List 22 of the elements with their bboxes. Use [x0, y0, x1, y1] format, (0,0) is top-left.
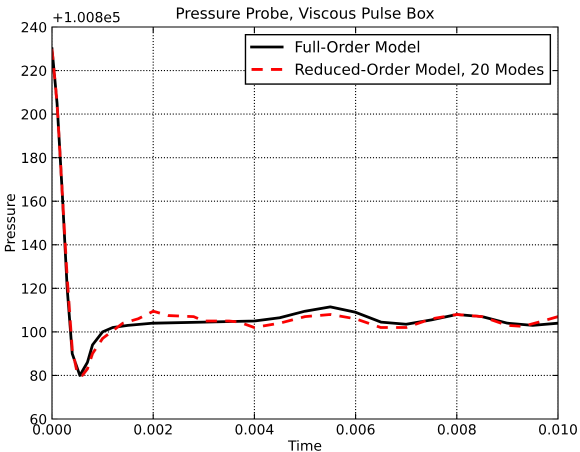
x-tick-label: 0.010: [539, 424, 577, 435]
y-tick-label: 180: [22, 152, 46, 164]
y-axis-title: Pressure: [4, 194, 16, 252]
y-tick-label: 120: [22, 283, 46, 294]
x-tick-label: 0.000: [33, 424, 71, 435]
y-tick-label: 140: [22, 240, 46, 250]
text: +1.008e5: [53, 12, 120, 22]
y-tick-label: 200: [22, 109, 46, 120]
x-axis-title: Time: [288, 440, 322, 451]
y-tick-label: 160: [22, 196, 46, 207]
chart-title: Pressure Probe, Viscous Pulse Box: [176, 7, 434, 20]
y-tick-label: 80: [30, 370, 46, 381]
legend-label: Full-Order Model: [296, 40, 420, 53]
x-tick-label: 0.004: [235, 424, 274, 435]
x-tick-label: 0.002: [134, 424, 172, 435]
x-tick-label: 0.008: [438, 424, 476, 435]
legend-label: Reduced-Order Model, 20 Modes: [296, 63, 544, 77]
y-tick-label: 60: [30, 414, 46, 424]
y-tick-label: 100: [22, 326, 46, 338]
x-tick-label: 0.006: [336, 424, 375, 435]
y-tick-label: 240: [22, 22, 46, 32]
y-tick-label: 220: [22, 66, 46, 76]
